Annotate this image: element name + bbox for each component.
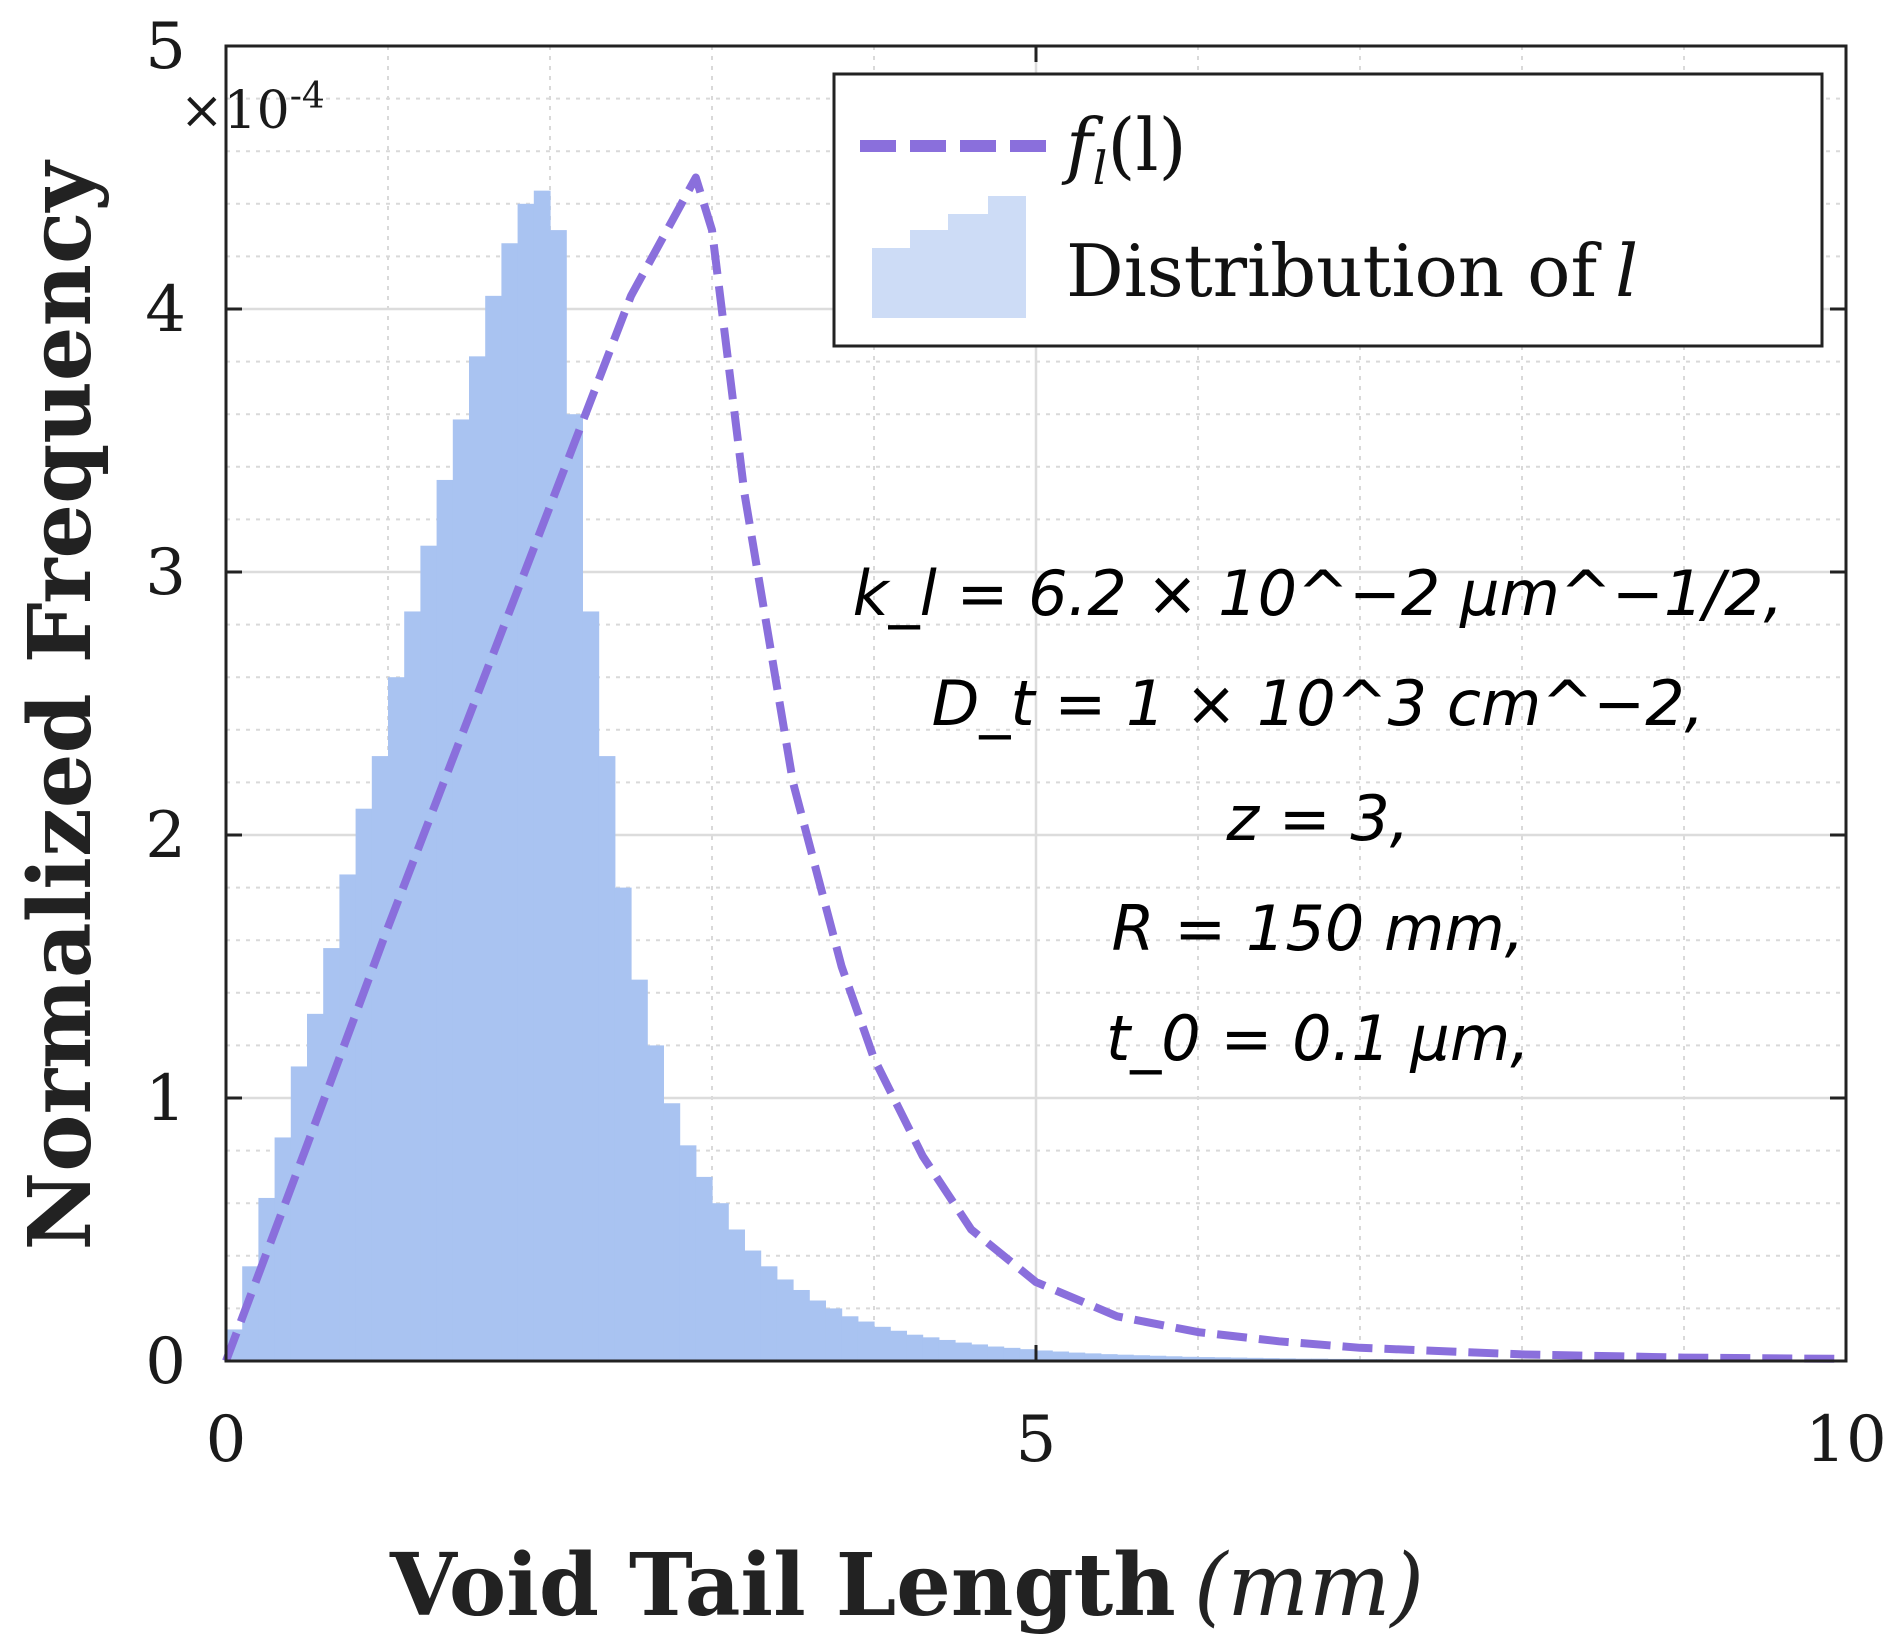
histogram-bar — [420, 545, 438, 1361]
density-curve — [222, 173, 1847, 1363]
histogram-bars — [226, 190, 1523, 1362]
y-exponent: ×10-4 — [180, 76, 325, 141]
legend-curve-label: fl(l) — [1061, 103, 1187, 195]
histogram-bar — [1165, 1356, 1183, 1361]
histogram-bar — [922, 1337, 940, 1361]
y-tick-label: 5 — [145, 10, 186, 84]
histogram-bar — [371, 756, 389, 1361]
histogram-bar — [1246, 1357, 1264, 1361]
histogram-bar — [469, 356, 486, 1362]
histogram-bar — [1149, 1355, 1167, 1361]
histogram-bar — [955, 1342, 972, 1361]
histogram-bar — [355, 808, 373, 1361]
annotation-line-3: z = 3, — [1225, 782, 1409, 855]
histogram-bar — [339, 874, 357, 1361]
histogram-bar — [825, 1308, 843, 1361]
histogram-bar — [744, 1250, 762, 1361]
histogram-bar — [631, 979, 648, 1361]
histogram-bar — [1036, 1350, 1053, 1361]
histogram-bar — [793, 1289, 810, 1361]
histogram-bar — [290, 1066, 308, 1361]
x-tick-label: 0 — [206, 1403, 247, 1477]
legend: fl(l) Distribution of l — [832, 72, 1824, 348]
annotation-line-4: R = 150 mm, — [1112, 892, 1525, 965]
y-axis-title: Normalized Frequency — [10, 159, 111, 1251]
histogram-bar — [971, 1344, 988, 1361]
legend-histogram-swatch — [872, 196, 1026, 318]
annotation-line-5: t_0 = 0.1 μm, — [1106, 1002, 1530, 1075]
histogram-bar — [1198, 1357, 1215, 1361]
histogram-bar — [679, 1145, 697, 1361]
y-tick-label: 2 — [145, 799, 186, 873]
histogram-bar — [1230, 1357, 1248, 1361]
histogram-bar — [1019, 1349, 1037, 1361]
histogram-bar — [1003, 1347, 1021, 1361]
histogram-bar — [1117, 1354, 1134, 1361]
histogram-bar — [857, 1321, 875, 1361]
histogram-bar — [501, 243, 519, 1361]
density-curve-layer — [222, 173, 1847, 1363]
histogram-bar — [550, 230, 567, 1362]
histogram-bar — [1133, 1355, 1150, 1361]
annotation-line-2: D_t = 1 × 10^3 cm^−2, — [932, 667, 1705, 740]
histogram-bar — [388, 677, 405, 1361]
x-tick-label: 10 — [1805, 1403, 1886, 1477]
histogram-bar — [938, 1339, 956, 1361]
histogram-bar — [582, 611, 600, 1361]
histogram-bar — [485, 295, 502, 1362]
histogram-bar — [695, 1176, 713, 1361]
annotation-line-1: k_l = 6.2 × 10^−2 μm^−1/2, — [853, 557, 1784, 630]
histogram-bar — [404, 611, 421, 1361]
histogram-bar — [307, 1013, 324, 1361]
histogram-bar — [776, 1279, 794, 1361]
histogram-bar — [452, 419, 470, 1362]
histogram-bar — [647, 1045, 664, 1361]
histogram-bar — [1084, 1353, 1102, 1361]
histogram-bar — [712, 1203, 729, 1361]
histogram-bar — [436, 479, 454, 1361]
histogram-bar — [1181, 1356, 1199, 1361]
histogram-bar — [760, 1266, 778, 1361]
y-tick-label: 0 — [145, 1325, 186, 1399]
histogram-bar — [274, 1137, 292, 1361]
histogram-bar — [1100, 1354, 1118, 1361]
histogram-bar — [809, 1300, 826, 1361]
histogram-bar — [598, 756, 616, 1361]
histogram-bar — [614, 887, 632, 1361]
legend-histogram-label: Distribution of l — [1066, 229, 1638, 313]
y-tick-label: 3 — [145, 536, 186, 610]
histogram-bar — [533, 190, 551, 1361]
y-tick-label: 4 — [145, 273, 186, 347]
histogram-bar — [566, 414, 583, 1361]
x-axis-title: Void Tail Length (mm) — [389, 1535, 1424, 1636]
histogram-bar — [1068, 1352, 1086, 1361]
y-tick-label: 1 — [145, 1062, 186, 1136]
histogram-bar — [663, 1103, 681, 1361]
histogram-bar — [906, 1334, 924, 1361]
x-tick-label: 5 — [1016, 1403, 1057, 1477]
histogram-bar — [517, 203, 535, 1361]
histogram-bar — [323, 948, 340, 1361]
histogram-bar — [874, 1326, 891, 1361]
histogram-bar — [728, 1229, 745, 1361]
axis-ticks: 0 5 10 0 1 2 3 4 5 — [145, 10, 1886, 1477]
histogram-bar — [987, 1346, 1005, 1361]
histogram-bar — [841, 1316, 859, 1361]
histogram-bar — [1052, 1351, 1069, 1361]
histogram-bar — [890, 1330, 907, 1361]
parameter-annotation: k_l = 6.2 × 10^−2 μm^−1/2, D_t = 1 × 10^… — [853, 557, 1784, 1075]
histogram-bar — [242, 1266, 259, 1361]
histogram-bar — [1214, 1357, 1231, 1361]
histogram-bar — [258, 1197, 276, 1361]
